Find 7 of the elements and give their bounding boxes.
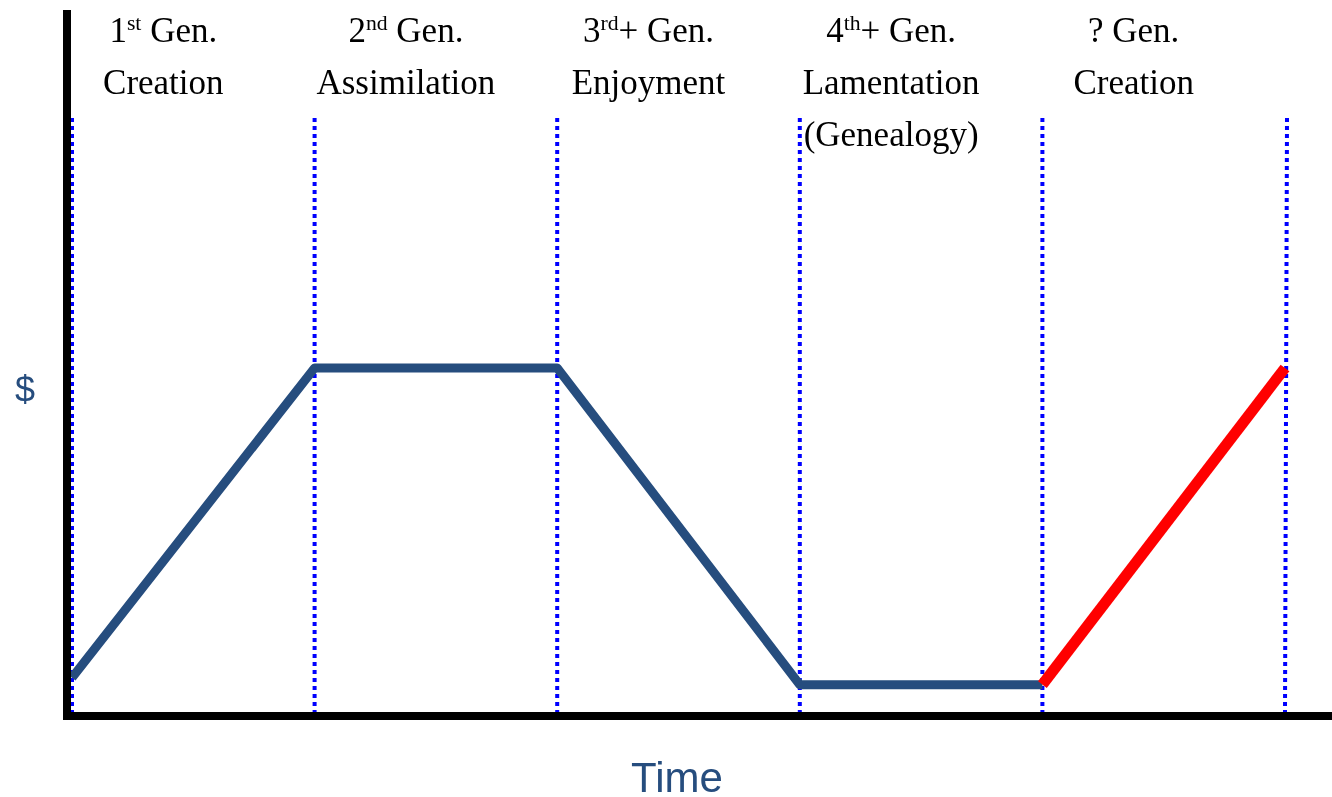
text: ? Gen. Creation bbox=[1073, 11, 1194, 102]
text: 1$^{st}$ Gen. Creation bbox=[103, 11, 224, 102]
x-axis-title: Time bbox=[631, 754, 723, 797]
y-axis-title: $ bbox=[14, 369, 36, 410]
text: 4$^{th}$+ Gen. Lamentation (Genealogy) bbox=[802, 11, 980, 154]
text: 2$^{nd}$ Gen. Assimilation bbox=[316, 11, 496, 102]
text: 3$^{rd}$+ Gen. Enjoyment bbox=[571, 11, 726, 102]
